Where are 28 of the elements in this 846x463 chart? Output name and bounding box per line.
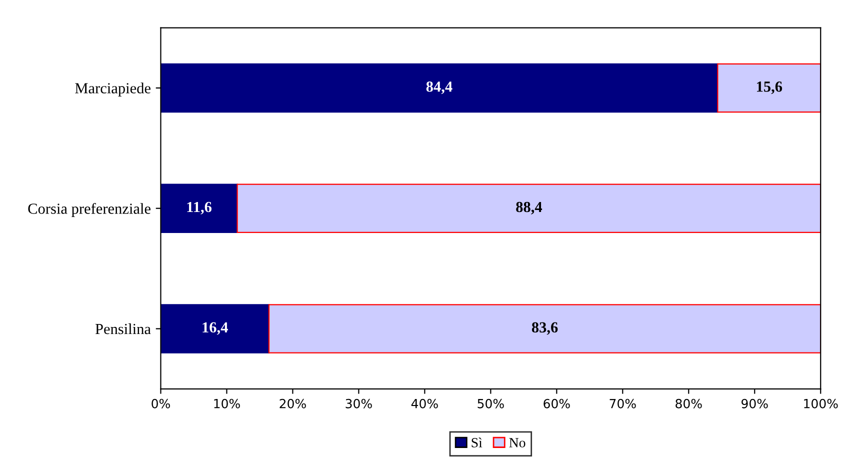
x-tick-label: 10% bbox=[214, 398, 240, 408]
x-tick-label: 50% bbox=[478, 398, 504, 408]
x-tick-label: 90% bbox=[742, 398, 768, 408]
bar bbox=[160, 184, 238, 233]
bar bbox=[160, 63, 718, 113]
x-tick-label: 70% bbox=[610, 398, 636, 408]
y-tick-label: Pensilina bbox=[95, 323, 151, 334]
x-tick-label: 40% bbox=[411, 398, 438, 408]
x-tick-label: 0% bbox=[152, 398, 170, 408]
bar bbox=[268, 304, 821, 354]
x-tick-label: 30% bbox=[346, 398, 372, 408]
bar bbox=[160, 304, 270, 354]
x-tick-label: 60% bbox=[544, 398, 570, 408]
y-tick-label: Marciapiede bbox=[75, 82, 150, 97]
bar bbox=[717, 63, 821, 113]
legend-label: Sì bbox=[472, 438, 482, 448]
data-label: 11,6 bbox=[187, 202, 212, 214]
x-tick-label: 20% bbox=[280, 398, 306, 408]
data-label: 16,4 bbox=[202, 322, 228, 335]
x-tick-label: 100% bbox=[804, 398, 838, 408]
y-tick-label: Corsia preferenziale bbox=[28, 202, 150, 217]
data-label: 83,6 bbox=[532, 322, 558, 335]
data-label: 84,4 bbox=[426, 81, 452, 94]
x-tick-label: 80% bbox=[676, 398, 702, 408]
legend-label: No bbox=[509, 438, 526, 448]
data-label: 88,4 bbox=[516, 202, 542, 214]
data-label: 15,6 bbox=[757, 82, 782, 94]
bar bbox=[236, 184, 821, 233]
